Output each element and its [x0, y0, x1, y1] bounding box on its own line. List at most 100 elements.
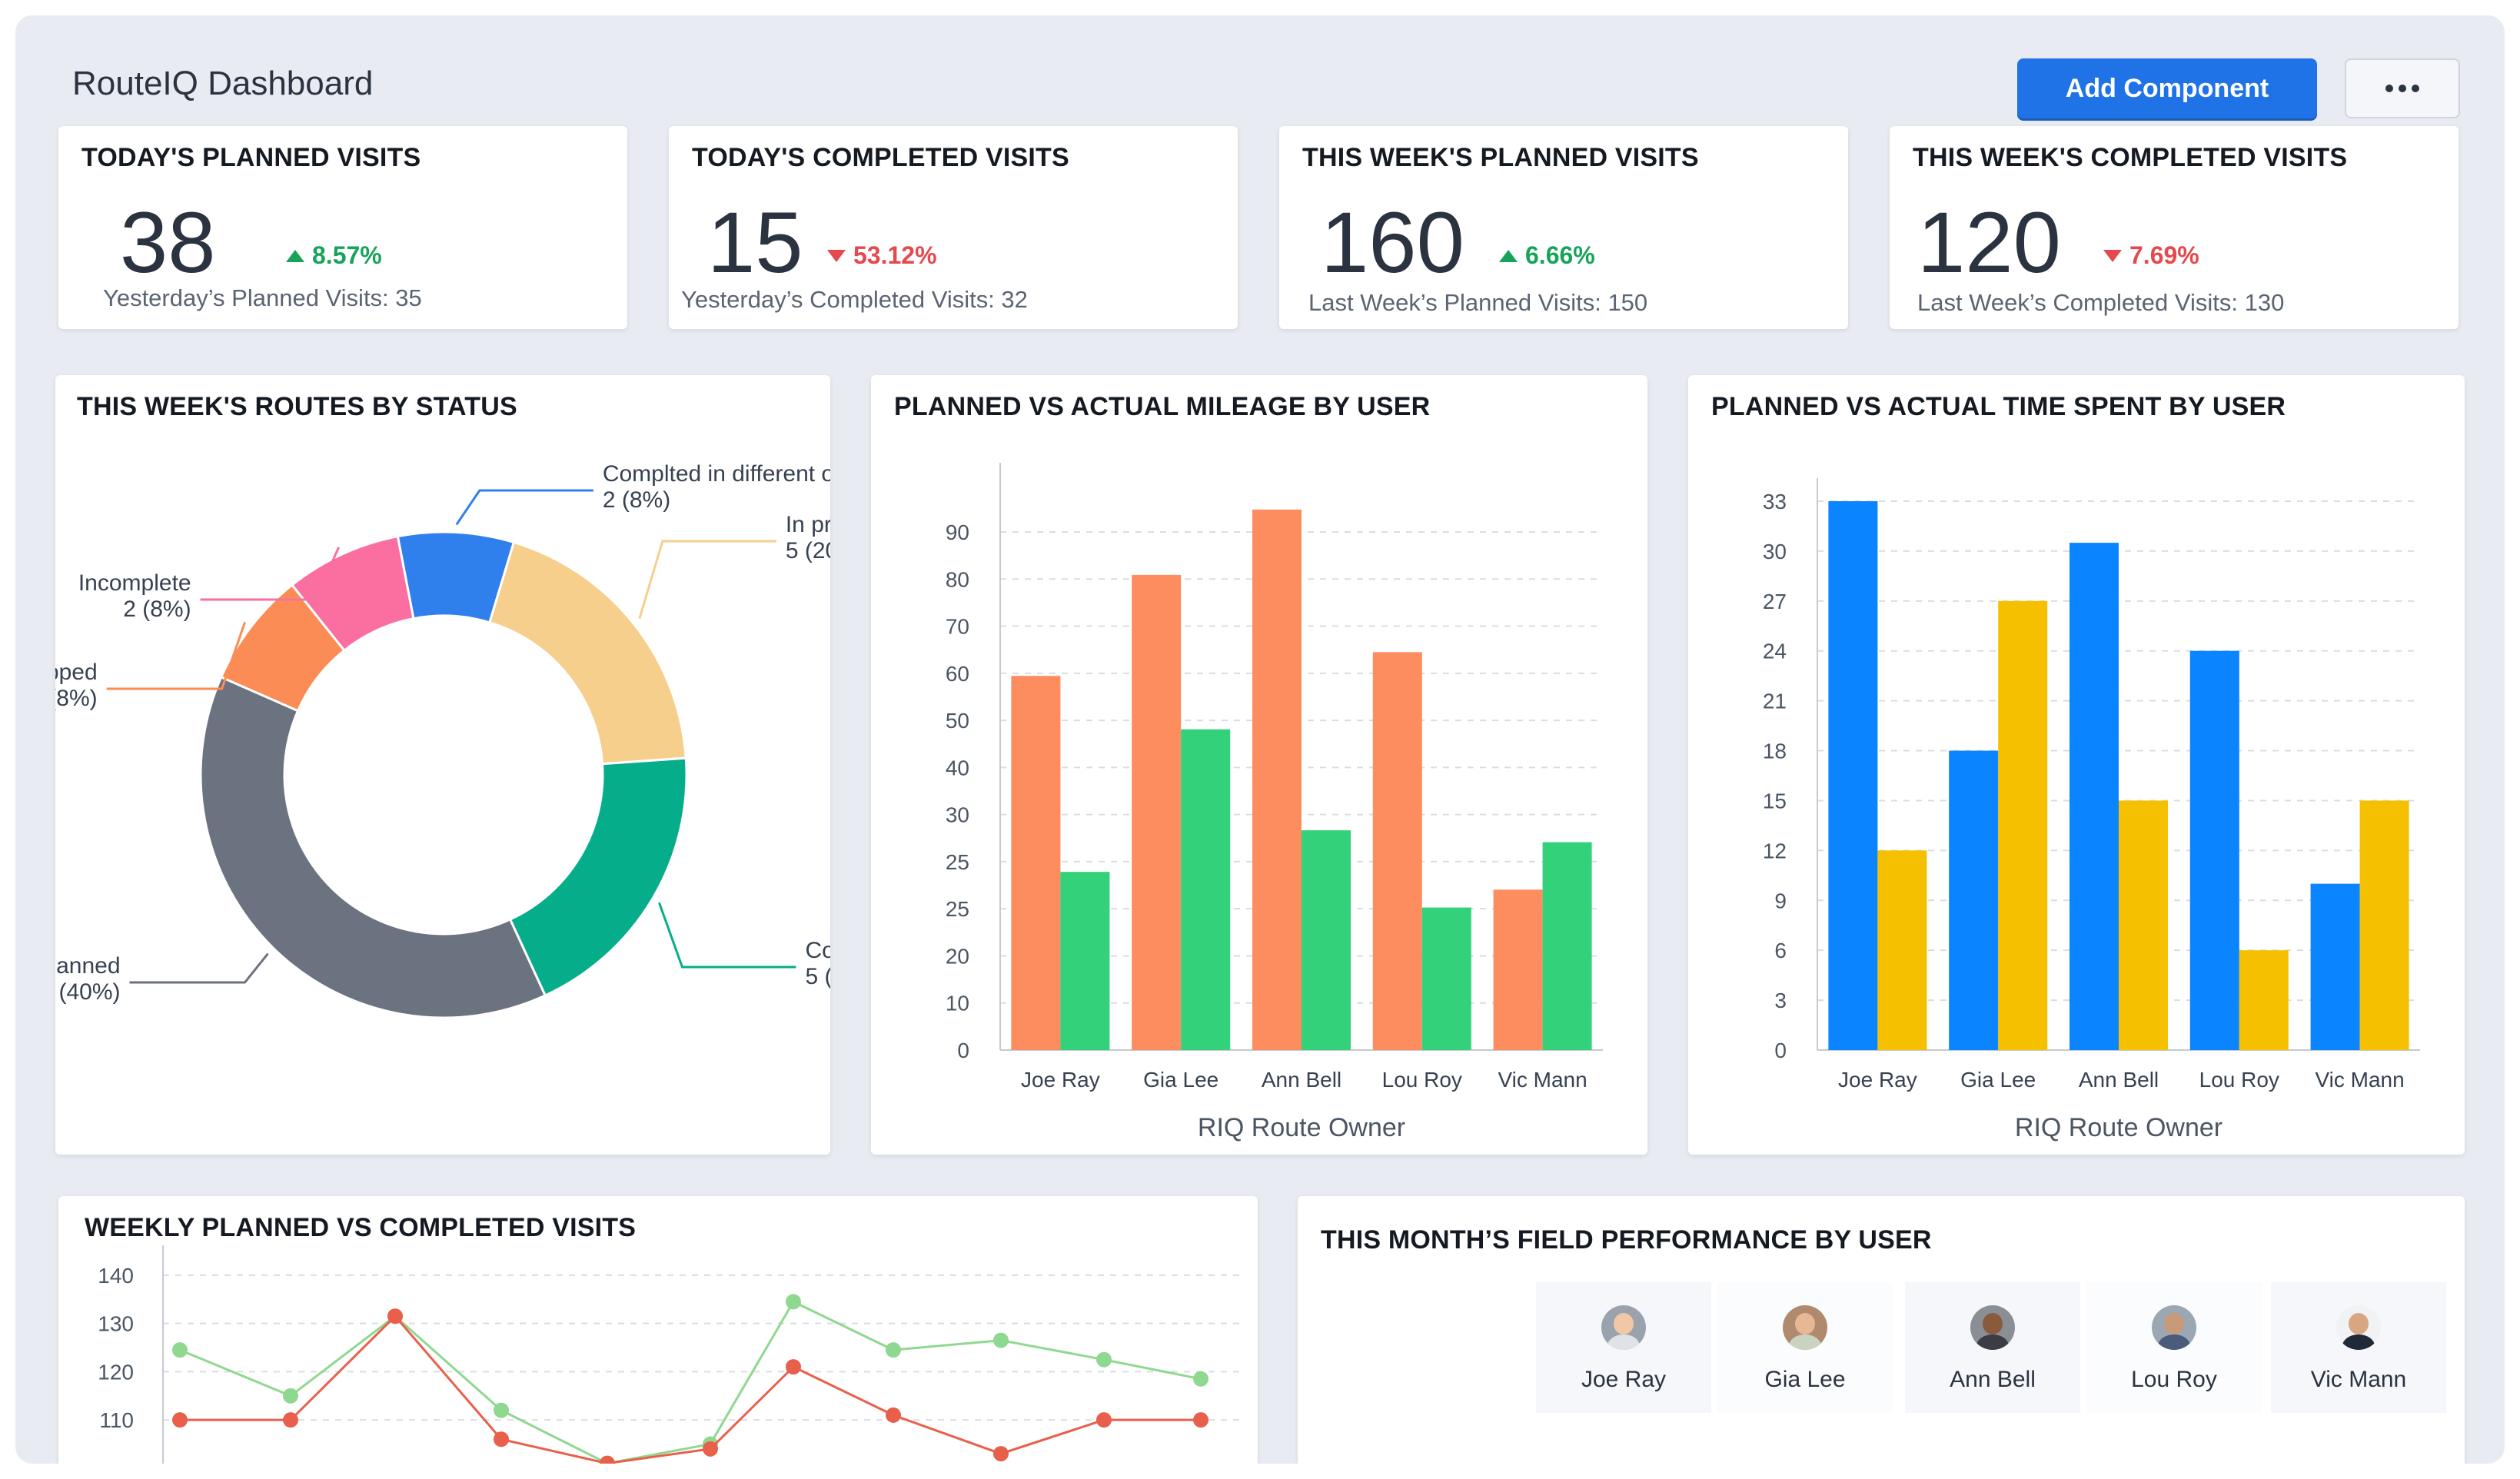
performance-user-name: Joe Ray — [1581, 1367, 1667, 1392]
y-tick-label: 6 — [1774, 939, 1787, 962]
donut-label: Skipped — [55, 660, 98, 685]
y-tick-label: 30 — [1763, 540, 1787, 563]
y-tick-label: 27 — [1763, 590, 1787, 613]
dashboard-frame: RouteIQ Dashboard Add Component TODAY'S … — [15, 15, 2505, 1464]
arrow-up-icon — [286, 249, 304, 262]
x-axis-label: RIQ Route Owner — [2015, 1113, 2222, 1142]
kpi-change: 8.57% — [286, 241, 382, 270]
arrow-down-icon — [827, 249, 846, 262]
y-tick-label: 90 — [946, 520, 969, 544]
y-tick-label: 25 — [946, 850, 969, 874]
bar — [2119, 800, 2168, 1050]
kpi-subtext: Last Week’s Planned Visits: 150 — [1308, 289, 1648, 316]
y-tick-label: 21 — [1763, 690, 1787, 713]
x-axis-label: RIQ Route Owner — [1198, 1113, 1405, 1142]
y-tick-label: 0 — [957, 1039, 969, 1062]
donut-label-value: 10 (40%) — [55, 979, 121, 1005]
donut-label-value: 2 (8%) — [603, 487, 670, 513]
bar — [1372, 652, 1422, 1050]
data-point — [786, 1359, 801, 1375]
bar — [2189, 650, 2239, 1050]
bar — [2359, 800, 2409, 1050]
y-tick-label: 70 — [946, 615, 969, 639]
kpi-subtext: Last Week’s Completed Visits: 130 — [1917, 289, 2285, 316]
donut-slice — [290, 534, 415, 653]
kpi-card-today-planned[interactable]: TODAY'S PLANNED VISITS 38 8.57% Yesterda… — [58, 126, 627, 329]
bar — [1828, 501, 1878, 1050]
kpi-subtext: Yesterday’s Completed Visits: 32 — [681, 286, 1028, 313]
performance-user-name: Gia Lee — [1764, 1367, 1846, 1392]
data-point — [886, 1342, 901, 1358]
data-point — [786, 1294, 801, 1310]
x-tick-label: Joe Ray — [1838, 1068, 1917, 1092]
data-point — [387, 1308, 403, 1324]
data-point — [283, 1388, 298, 1404]
bar — [1542, 842, 1592, 1050]
kpi-card-today-completed[interactable]: TODAY'S COMPLETED VISITS 15 53.12% Yeste… — [669, 126, 1238, 329]
avatar — [1970, 1305, 2015, 1350]
performance-user-column[interactable]: Ann Bell — [1905, 1282, 2080, 1413]
performance-user-column[interactable]: Joe Ray — [1536, 1282, 1711, 1413]
x-tick-label: Gia Lee — [1143, 1068, 1218, 1092]
bar — [1252, 509, 1302, 1050]
x-tick-label: Lou Roy — [1382, 1068, 1462, 1092]
donut-leader-line — [106, 621, 247, 690]
time-spent-panel: PLANNED VS ACTUAL TIME SPENT BY USER 0 3 6… — [1688, 375, 2465, 1155]
bar — [1181, 729, 1231, 1050]
add-component-button[interactable]: Add Component — [2017, 58, 2317, 118]
data-point — [993, 1446, 1009, 1462]
y-tick-label: 80 — [946, 567, 969, 591]
performance-user-column[interactable]: Vic Mann — [2271, 1282, 2446, 1413]
bar — [2070, 543, 2119, 1050]
kpi-title: THIS WEEK'S COMPLETED VISITS — [1913, 143, 2348, 172]
more-options-button[interactable] — [2345, 58, 2460, 118]
donut-label-value: 5 (20%) — [786, 538, 830, 563]
y-tick-label: 140 — [98, 1264, 134, 1288]
y-tick-label: 15 — [1763, 789, 1787, 813]
kpi-title: TODAY'S COMPLETED VISITS — [692, 143, 1069, 172]
kpi-value: 15 — [707, 194, 803, 291]
donut-leader-line — [129, 952, 269, 984]
dot-icon — [2385, 85, 2393, 92]
performance-user-column[interactable]: Gia Lee — [1717, 1282, 1893, 1413]
kpi-title: THIS WEEK'S PLANNED VISITS — [1302, 143, 1699, 172]
data-point — [703, 1441, 718, 1457]
bar — [1302, 830, 1351, 1050]
kpi-value: 120 — [1917, 194, 2061, 291]
data-point — [1193, 1371, 1208, 1387]
data-point — [1096, 1351, 1112, 1368]
y-tick-label: 18 — [1763, 740, 1787, 763]
x-tick-label: Joe Ray — [1021, 1068, 1100, 1092]
y-tick-label: 130 — [98, 1312, 134, 1336]
y-tick-label: 20 — [946, 944, 969, 968]
x-tick-label: Ann Bell — [2079, 1068, 2159, 1092]
y-tick-label: 12 — [1763, 839, 1787, 862]
kpi-change: 53.12% — [827, 241, 937, 270]
kpi-change-value: 8.57% — [312, 241, 382, 269]
performance-user-column[interactable]: Lou Roy — [2086, 1282, 2262, 1413]
donut-label: Incomplete — [78, 570, 191, 596]
donut-label-value: 2 (8%) — [123, 597, 191, 622]
donut-slice — [199, 675, 547, 1019]
kpi-change-value: 53.12% — [853, 241, 937, 269]
kpi-value: 38 — [120, 194, 216, 291]
y-tick-label: 24 — [1763, 640, 1787, 663]
weekly-visits-line-chart: 110 120 130 140 — [98, 1245, 1242, 1464]
kpi-card-week-planned[interactable]: THIS WEEK'S PLANNED VISITS 160 6.66% Las… — [1279, 126, 1848, 329]
kpi-card-week-completed[interactable]: THIS WEEK'S COMPLETED VISITS 120 7.69% L… — [1890, 126, 2458, 329]
routes-status-donut-chart: Complted in different order2 (8%)In prog… — [55, 461, 830, 1019]
panel-title: PLANNED VS ACTUAL MILEAGE BY USER — [894, 392, 1431, 421]
mileage-panel: PLANNED VS ACTUAL MILEAGE BY USER 0 10 20 2… — [871, 375, 1647, 1155]
donut-leader-line — [455, 489, 593, 526]
kpi-subtext: Yesterday’s Planned Visits: 35 — [103, 284, 422, 311]
bar — [1949, 750, 1999, 1050]
kpi-change-value: 7.69% — [2129, 241, 2199, 269]
bar — [1493, 889, 1543, 1050]
donut-leader-line — [638, 540, 776, 620]
avatar — [1783, 1305, 1827, 1350]
avatar — [2336, 1305, 2381, 1350]
y-tick-label: 3 — [1774, 989, 1787, 1012]
routes-status-panel: THIS WEEK'S ROUTES BY STATUS Complted in… — [55, 375, 830, 1155]
data-point — [1096, 1412, 1112, 1428]
data-point — [600, 1455, 615, 1464]
